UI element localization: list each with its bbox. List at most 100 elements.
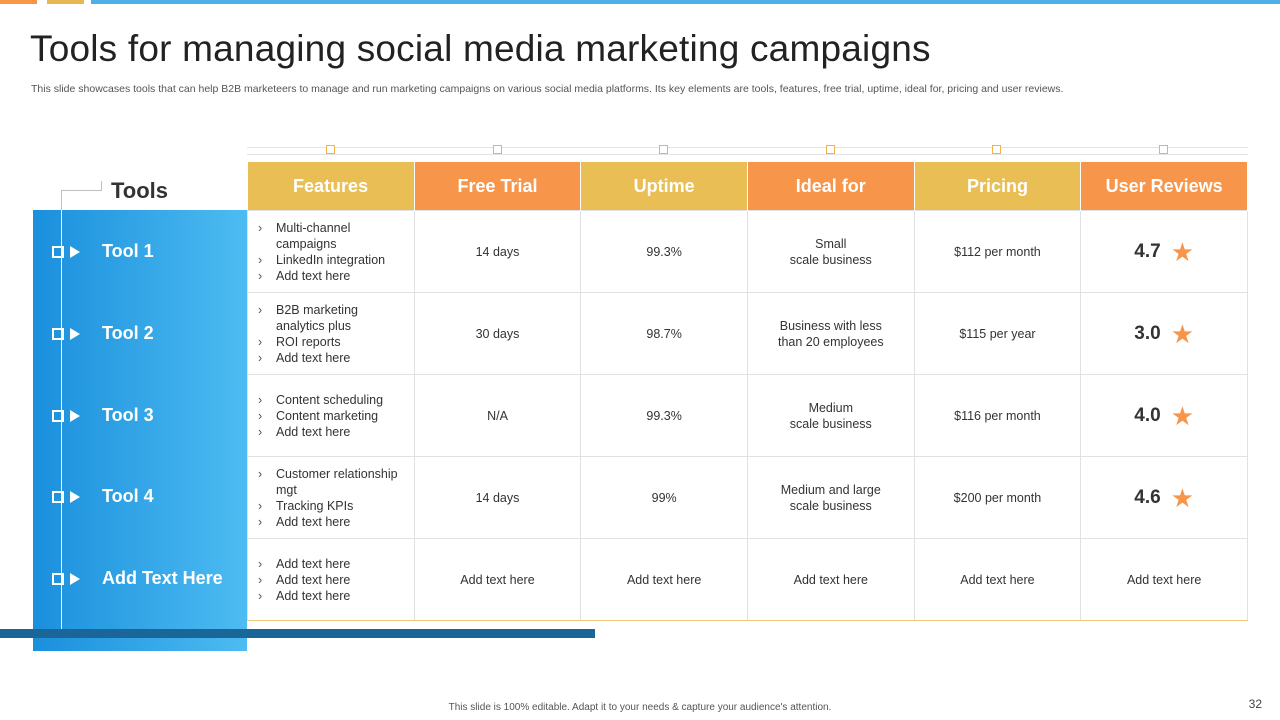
table-row: B2B marketing analytics plus ROI reports… bbox=[247, 292, 1248, 375]
play-triangle-icon bbox=[70, 491, 80, 503]
col-header-ideal-for: Ideal for bbox=[747, 162, 915, 211]
play-triangle-icon bbox=[70, 410, 80, 422]
feature-item: Tracking KPIs bbox=[258, 498, 408, 514]
star-icon: ★ bbox=[1170, 236, 1194, 267]
table-row: Multi-channel campaigns LinkedIn integra… bbox=[247, 210, 1248, 293]
page-subtitle: This slide showcases tools that can help… bbox=[31, 83, 1064, 95]
feature-item: B2B marketing analytics plus bbox=[258, 302, 408, 334]
features-cell: Content scheduling Content marketing Add… bbox=[247, 374, 415, 457]
bottom-accent-bar bbox=[0, 629, 595, 638]
col-header-free-trial: Free Trial bbox=[414, 162, 582, 211]
ideal-for-cell: Small scale business bbox=[746, 210, 915, 293]
pricing-cell: $112 per month bbox=[913, 210, 1082, 293]
play-triangle-icon bbox=[70, 573, 80, 585]
rating-value: 4.6 bbox=[1134, 486, 1161, 508]
free-trial-cell: 30 days bbox=[413, 292, 582, 375]
page-number: 32 bbox=[1248, 697, 1262, 711]
connector-line bbox=[101, 181, 102, 191]
decor-square-icon bbox=[826, 145, 835, 154]
reviews-cell: 3.0 ★ bbox=[1080, 292, 1248, 375]
square-icon bbox=[52, 491, 64, 503]
tools-comparison-table: Features Free Trial Uptime Ideal for Pri… bbox=[247, 162, 1248, 621]
pricing-cell: Add text here bbox=[913, 538, 1082, 621]
tool-label: Tool 1 bbox=[102, 241, 154, 261]
free-trial-cell: Add text here bbox=[413, 538, 582, 621]
tool-row-4: Tool 4 bbox=[52, 456, 247, 538]
connector-line bbox=[61, 190, 62, 210]
free-trial-cell: 14 days bbox=[413, 456, 582, 539]
table-header-row: Features Free Trial Uptime Ideal for Pri… bbox=[247, 162, 1248, 211]
decor-square-icon bbox=[326, 145, 335, 154]
features-cell: B2B marketing analytics plus ROI reports… bbox=[247, 292, 415, 375]
feature-item: Add text here bbox=[258, 268, 408, 284]
reviews-cell: Add text here bbox=[1080, 538, 1248, 621]
play-triangle-icon bbox=[70, 246, 80, 258]
feature-item: Customer relationship mgt bbox=[258, 466, 408, 498]
square-icon bbox=[52, 246, 64, 258]
tool-label: Tool 3 bbox=[102, 405, 154, 425]
star-icon: ★ bbox=[1170, 400, 1194, 431]
feature-item: LinkedIn integration bbox=[258, 252, 408, 268]
features-cell: Customer relationship mgt Tracking KPIs … bbox=[247, 456, 415, 539]
table-row: Content scheduling Content marketing Add… bbox=[247, 374, 1248, 457]
ideal-for-cell: Business with less than 20 employees bbox=[746, 292, 915, 375]
accent-bar-yellow bbox=[47, 0, 84, 4]
accent-bar-blue bbox=[91, 0, 1280, 4]
star-icon: ★ bbox=[1170, 482, 1194, 513]
uptime-cell: 99% bbox=[580, 456, 748, 539]
decor-square-icon bbox=[992, 145, 1001, 154]
tool-label: Tool 2 bbox=[102, 323, 154, 343]
free-trial-cell: N/A bbox=[413, 374, 582, 457]
decor-rule bbox=[247, 147, 1248, 148]
rating-value: 4.0 bbox=[1134, 404, 1161, 426]
features-cell: Add text here Add text here Add text her… bbox=[247, 538, 415, 621]
tool-row-5: Add Text Here bbox=[52, 538, 247, 620]
features-cell: Multi-channel campaigns LinkedIn integra… bbox=[247, 210, 415, 293]
ideal-for-cell: Medium and large scale business bbox=[746, 456, 915, 539]
tool-row-2: Tool 2 bbox=[52, 293, 247, 375]
uptime-cell: 99.3% bbox=[580, 374, 748, 457]
tool-row-1: Tool 1 bbox=[52, 211, 247, 293]
reviews-cell: 4.0 ★ bbox=[1080, 374, 1248, 457]
square-icon bbox=[52, 410, 64, 422]
tools-heading: Tools bbox=[111, 178, 169, 203]
table-row: Customer relationship mgt Tracking KPIs … bbox=[247, 456, 1248, 539]
play-triangle-icon bbox=[70, 328, 80, 340]
tools-panel bbox=[33, 210, 247, 651]
feature-item: ROI reports bbox=[258, 334, 408, 350]
feature-item: Add text here bbox=[258, 588, 408, 604]
table-row: Add text here Add text here Add text her… bbox=[247, 538, 1248, 621]
footer-note: This slide is 100% editable. Adapt it to… bbox=[448, 702, 832, 713]
col-header-pricing: Pricing bbox=[914, 162, 1082, 211]
feature-item: Multi-channel campaigns bbox=[258, 220, 408, 252]
decor-square-icon bbox=[659, 145, 668, 154]
feature-item: Add text here bbox=[258, 556, 408, 572]
connector-line bbox=[61, 190, 102, 191]
square-icon bbox=[52, 328, 64, 340]
pricing-cell: $115 per year bbox=[913, 292, 1082, 375]
tool-label: Tool 4 bbox=[102, 486, 154, 506]
reviews-cell: 4.6 ★ bbox=[1080, 456, 1248, 539]
square-icon bbox=[52, 573, 64, 585]
rating-value: 4.7 bbox=[1134, 240, 1161, 262]
uptime-cell: 99.3% bbox=[580, 210, 748, 293]
pricing-cell: $116 per month bbox=[913, 374, 1082, 457]
page-title: Tools for managing social media marketin… bbox=[30, 28, 931, 69]
ideal-for-cell: Add text here bbox=[746, 538, 915, 621]
feature-item: Add text here bbox=[258, 350, 408, 366]
free-trial-cell: 14 days bbox=[413, 210, 582, 293]
rating-value: 3.0 bbox=[1134, 322, 1161, 344]
tool-row-3: Tool 3 bbox=[52, 375, 247, 457]
pricing-cell: $200 per month bbox=[913, 456, 1082, 539]
decor-rule bbox=[247, 154, 1248, 155]
decor-square-icon bbox=[1159, 145, 1168, 154]
accent-bar-orange bbox=[0, 0, 37, 4]
ideal-for-cell: Medium scale business bbox=[746, 374, 915, 457]
star-icon: ★ bbox=[1170, 318, 1194, 349]
tool-label: Add Text Here bbox=[102, 568, 223, 588]
col-header-uptime: Uptime bbox=[580, 162, 748, 211]
feature-item: Content marketing bbox=[258, 408, 408, 424]
col-header-features: Features bbox=[247, 162, 415, 211]
feature-item: Add text here bbox=[258, 514, 408, 530]
feature-item: Add text here bbox=[258, 424, 408, 440]
